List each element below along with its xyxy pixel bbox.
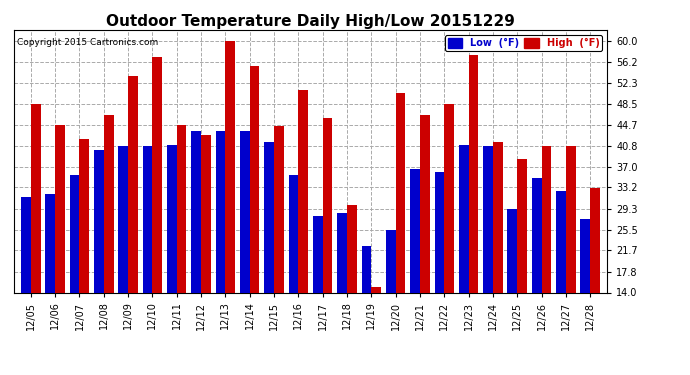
Bar xyxy=(395,93,405,292)
Bar xyxy=(288,175,298,292)
Bar xyxy=(128,76,138,292)
Bar xyxy=(371,287,381,292)
Bar xyxy=(459,145,469,292)
Bar xyxy=(55,124,65,292)
Bar xyxy=(250,66,259,292)
Bar xyxy=(79,140,89,292)
Bar xyxy=(566,146,575,292)
Bar xyxy=(435,172,444,292)
Bar xyxy=(94,150,104,292)
Bar xyxy=(542,146,551,292)
Bar xyxy=(104,115,114,292)
Bar xyxy=(347,205,357,292)
Bar xyxy=(556,191,566,292)
Title: Outdoor Temperature Daily High/Low 20151229: Outdoor Temperature Daily High/Low 20151… xyxy=(106,14,515,29)
Bar xyxy=(152,57,162,292)
Bar xyxy=(532,178,542,292)
Bar xyxy=(119,146,128,292)
Bar xyxy=(493,142,502,292)
Bar xyxy=(469,55,478,292)
Bar xyxy=(240,131,250,292)
Bar xyxy=(226,41,235,292)
Bar xyxy=(216,131,226,292)
Bar xyxy=(323,117,333,292)
Bar xyxy=(518,159,527,292)
Bar xyxy=(167,145,177,292)
Bar xyxy=(177,124,186,292)
Bar xyxy=(298,90,308,292)
Bar xyxy=(444,104,454,292)
Bar xyxy=(264,142,274,292)
Bar xyxy=(31,104,41,292)
Bar xyxy=(70,175,79,292)
Bar xyxy=(420,115,430,292)
Bar xyxy=(46,194,55,292)
Bar xyxy=(590,188,600,292)
Bar xyxy=(386,230,395,292)
Text: Copyright 2015 Cartronics.com: Copyright 2015 Cartronics.com xyxy=(17,38,158,47)
Bar xyxy=(580,219,590,292)
Bar xyxy=(362,246,371,292)
Bar xyxy=(313,216,323,292)
Bar xyxy=(191,131,201,292)
Bar xyxy=(21,197,31,292)
Bar xyxy=(507,209,518,292)
Bar xyxy=(274,126,284,292)
Bar xyxy=(201,135,210,292)
Legend: Low  (°F), High  (°F): Low (°F), High (°F) xyxy=(445,35,602,51)
Bar xyxy=(483,146,493,292)
Bar xyxy=(337,213,347,292)
Bar xyxy=(143,146,152,292)
Bar xyxy=(411,170,420,292)
